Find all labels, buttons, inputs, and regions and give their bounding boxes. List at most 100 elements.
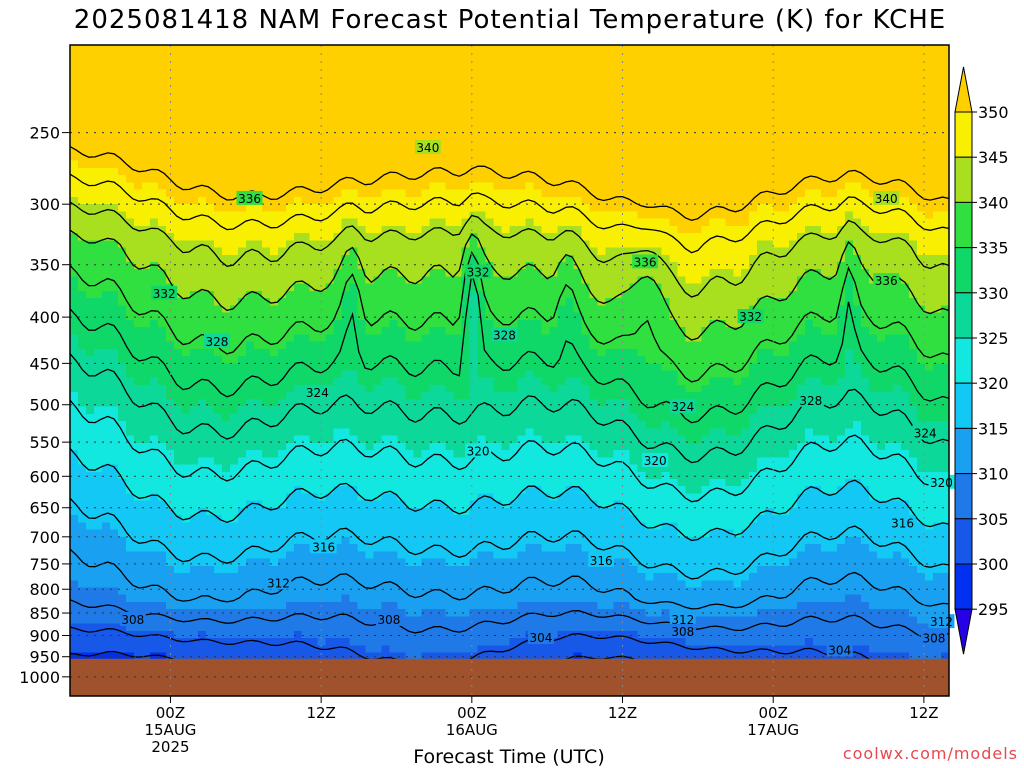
field-cell	[70, 327, 79, 335]
field-cell	[341, 196, 351, 205]
field-cell	[277, 290, 287, 299]
field-cell	[853, 196, 862, 205]
field-cell	[285, 153, 295, 162]
field-cell	[157, 88, 167, 97]
field-cell	[749, 233, 758, 241]
field-cell	[421, 218, 431, 227]
field-cell	[437, 298, 447, 306]
field-cell	[941, 218, 950, 227]
field-cell	[149, 269, 159, 278]
field-cell	[213, 262, 223, 270]
field-cell	[773, 139, 782, 147]
field-cell	[293, 175, 303, 184]
field-cell	[661, 131, 670, 140]
field-cell	[413, 240, 423, 249]
field-cell	[725, 356, 734, 364]
field-cell	[741, 59, 750, 68]
field-cell	[373, 247, 383, 256]
field-cell	[749, 254, 758, 263]
field-cell	[677, 276, 686, 285]
field-cell	[885, 124, 894, 133]
field-cell	[221, 88, 231, 97]
field-cell	[877, 356, 886, 364]
field-cell	[245, 225, 255, 234]
field-cell	[181, 189, 191, 198]
field-cell	[597, 225, 606, 234]
field-cell	[901, 102, 910, 111]
field-cell	[925, 305, 934, 314]
field-cell	[621, 110, 630, 118]
field-cell	[741, 211, 750, 220]
field-cell	[117, 102, 127, 111]
field-cell	[773, 341, 782, 350]
field-cell	[245, 139, 255, 147]
field-cell	[85, 356, 95, 364]
field-cell	[405, 269, 415, 278]
field-cell	[309, 269, 319, 278]
field-cell	[181, 319, 191, 328]
field-cell	[101, 52, 111, 61]
field-cell	[765, 305, 774, 314]
field-cell	[813, 334, 822, 343]
field-cell	[317, 290, 327, 299]
field-cell	[629, 146, 638, 155]
field-cell	[765, 139, 774, 147]
field-cell	[701, 254, 710, 263]
field-cell	[821, 305, 830, 314]
field-cell	[373, 254, 383, 263]
field-cell	[565, 160, 575, 169]
field-cell	[797, 334, 806, 343]
field-cell	[845, 160, 854, 169]
field-cell	[237, 81, 247, 89]
field-cell	[845, 117, 854, 126]
field-cell	[741, 110, 750, 118]
field-cell	[725, 73, 734, 82]
field-cell	[845, 139, 854, 147]
field-cell	[661, 356, 670, 364]
field-cell	[309, 73, 319, 82]
field-cell	[509, 348, 519, 357]
field-cell	[517, 305, 527, 314]
field-cell	[285, 124, 295, 133]
field-cell	[70, 73, 79, 82]
field-cell	[349, 211, 359, 220]
field-cell	[365, 312, 375, 321]
field-cell	[941, 88, 950, 97]
field-cell	[365, 95, 375, 104]
field-cell	[693, 204, 702, 212]
field-cell	[301, 167, 311, 176]
field-cell	[701, 139, 710, 147]
field-cell	[221, 312, 231, 321]
field-cell	[509, 319, 519, 328]
field-cell	[517, 247, 527, 256]
field-cell	[613, 233, 622, 241]
field-cell	[277, 102, 287, 111]
field-cell	[493, 204, 503, 212]
field-cell	[829, 167, 838, 176]
field-cell	[781, 312, 790, 321]
field-cell	[749, 52, 758, 61]
field-cell	[589, 182, 598, 191]
field-cell	[221, 189, 231, 198]
field-cell	[125, 45, 135, 53]
field-cell	[517, 81, 527, 89]
field-cell	[93, 247, 103, 256]
field-cell	[389, 102, 399, 111]
field-cell	[917, 254, 926, 263]
field-cell	[109, 175, 119, 184]
field-cell	[725, 269, 734, 278]
field-cell	[149, 225, 159, 234]
field-cell	[461, 341, 471, 350]
field-cell	[677, 45, 686, 53]
field-cell	[653, 175, 662, 184]
field-cell	[885, 110, 894, 118]
field-cell	[389, 160, 399, 169]
field-cell	[213, 370, 223, 379]
field-cell	[493, 356, 503, 364]
field-cell	[757, 211, 766, 220]
field-cell	[205, 189, 215, 198]
field-cell	[765, 225, 774, 234]
field-cell	[717, 211, 726, 220]
field-cell	[197, 204, 207, 212]
field-cell	[837, 153, 846, 162]
